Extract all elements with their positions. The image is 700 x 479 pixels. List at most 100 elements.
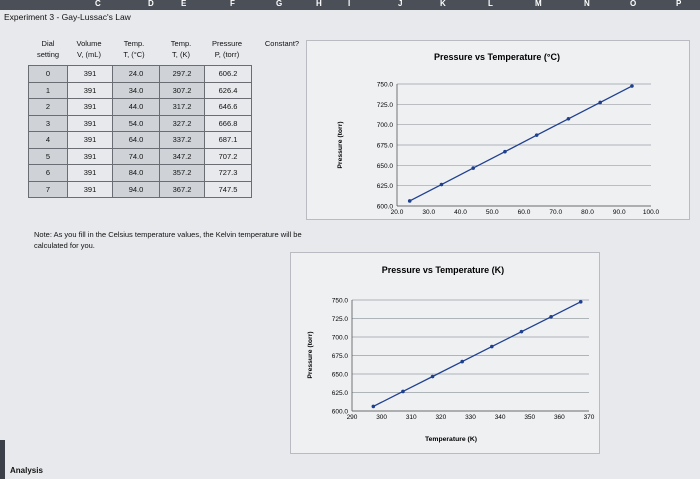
header-line: Dial [41, 39, 55, 48]
column-header-c[interactable]: C [95, 0, 101, 8]
table-cell-spacer [252, 99, 257, 116]
header-line: Pressure [211, 39, 242, 48]
column-header-i[interactable]: I [348, 0, 351, 8]
data-point [534, 133, 539, 137]
column-header-n[interactable]: N [584, 0, 590, 8]
table-cell[interactable]: 606.2 [204, 65, 252, 83]
table-cell[interactable]: 4 [28, 131, 68, 149]
analysis-heading: Analysis [10, 466, 43, 475]
table-cell[interactable]: 707.2 [204, 147, 252, 165]
table-row: 0 391 24.0 297.2 606.2 [28, 65, 257, 83]
table-cell[interactable]: 64.0 [112, 131, 160, 149]
table-cell[interactable]: 666.8 [204, 114, 252, 132]
table-cell[interactable]: 626.4 [204, 81, 252, 99]
y-tick-label: 750.0 [332, 298, 349, 305]
table-cell[interactable]: 5 [28, 147, 68, 165]
table-cell[interactable]: 391 [67, 81, 113, 99]
table-cell[interactable]: 391 [67, 65, 113, 83]
table-cell[interactable]: 391 [67, 180, 113, 198]
table-cell[interactable]: 337.2 [159, 131, 205, 149]
table-cell[interactable]: 357.2 [159, 164, 205, 182]
x-tick-label: 320 [435, 414, 446, 421]
table-cell[interactable]: 2 [28, 98, 68, 116]
y-tick-label: 725.0 [332, 316, 349, 323]
table-cell[interactable]: 367.2 [159, 180, 205, 198]
y-tick-label: 675.0 [332, 353, 349, 360]
data-point [407, 199, 412, 203]
table-cell[interactable]: 34.0 [112, 81, 160, 99]
header-line: T, (°C) [123, 50, 145, 59]
x-tick-label: 60.0 [518, 209, 531, 216]
header-pressure: Pressure P, (torr) [204, 38, 250, 60]
x-tick-label: 310 [406, 414, 417, 421]
table-cell[interactable]: 687.1 [204, 131, 252, 149]
y-tick-label: 600.0 [377, 204, 394, 211]
data-point [371, 404, 376, 409]
y-tick-label: 625.0 [332, 390, 349, 397]
table-cell[interactable]: 317.2 [159, 98, 205, 116]
table-cell-spacer [252, 82, 257, 99]
data-point [630, 84, 634, 88]
x-tick-label: 340 [495, 414, 506, 421]
header-dial-setting: Dial setting [28, 38, 68, 60]
column-header-m[interactable]: M [535, 0, 542, 8]
chart-title: Pressure vs Temperature (K) [382, 265, 504, 275]
header-line: V, (mL) [77, 50, 101, 59]
table-cell-spacer [252, 132, 257, 149]
column-header-e[interactable]: E [181, 0, 187, 8]
data-point [578, 300, 583, 304]
table-cell[interactable]: 391 [67, 131, 113, 149]
column-header-d[interactable]: D [148, 0, 154, 8]
table-cell-spacer [252, 148, 257, 165]
table-cell[interactable]: 327.2 [159, 114, 205, 132]
table-cell[interactable]: 391 [67, 164, 113, 182]
table-row: 7 391 94.0 367.2 747.5 [28, 180, 257, 198]
data-point [460, 359, 465, 364]
table-cell[interactable]: 44.0 [112, 98, 160, 116]
table-cell[interactable]: 1 [28, 81, 68, 99]
y-tick-label: 625.0 [377, 183, 394, 190]
series-line [373, 301, 581, 407]
column-header-f[interactable]: F [230, 0, 235, 8]
data-point [566, 117, 571, 121]
header-line: Volume [76, 39, 102, 48]
column-header-h[interactable]: H [316, 0, 322, 8]
table-cell[interactable]: 84.0 [112, 164, 160, 182]
x-tick-label: 300 [376, 414, 387, 421]
table-cell[interactable]: 747.5 [204, 180, 252, 198]
column-header-g[interactable]: G [276, 0, 283, 8]
table-cell[interactable]: 391 [67, 147, 113, 165]
table-row: 2 391 44.0 317.2 646.6 [28, 98, 257, 116]
column-header-k[interactable]: K [440, 0, 446, 8]
x-tick-label: 290 [347, 414, 358, 421]
chart-panel-celsius[interactable]: Pressure vs Temperature (°C) 600.0 625.0 65… [306, 40, 690, 236]
table-cell[interactable]: 646.6 [204, 98, 252, 116]
table-cell[interactable]: 727.3 [204, 164, 252, 182]
data-point [519, 329, 524, 334]
table-cell[interactable]: 297.2 [159, 65, 205, 83]
table-cell[interactable]: 74.0 [112, 147, 160, 165]
column-header-o[interactable]: O [630, 0, 637, 8]
x-tick-label: 360 [554, 414, 565, 421]
table-cell[interactable]: 3 [28, 114, 68, 132]
table-cell[interactable]: 94.0 [112, 180, 160, 198]
table-cell[interactable]: 54.0 [112, 114, 160, 132]
table-cell[interactable]: 307.2 [159, 81, 205, 99]
header-line: Temp. [170, 39, 192, 48]
table-cell[interactable]: 24.0 [112, 65, 160, 83]
table-cell-spacer [252, 115, 257, 132]
table-cell[interactable]: 391 [67, 114, 113, 132]
table-cell[interactable]: 391 [67, 98, 113, 116]
data-point [549, 314, 553, 319]
column-header-p[interactable]: P [676, 0, 682, 8]
chart-panel-kelvin[interactable]: Pressure vs Temperature (K) 600.0 625.0 650… [290, 252, 600, 454]
table-cell[interactable]: 7 [28, 180, 68, 198]
data-point [490, 344, 494, 349]
table-cell[interactable]: 347.2 [159, 147, 205, 165]
column-header-l[interactable]: L [488, 0, 493, 8]
column-header-j[interactable]: J [398, 0, 403, 8]
table-cell[interactable]: 0 [28, 65, 68, 83]
table-cell[interactable]: 6 [28, 164, 68, 182]
chart-celsius: Pressure vs Temperature (°C) 600.0 625.0 65… [337, 52, 660, 236]
y-axis-label: Pressure (torr) [337, 121, 344, 168]
